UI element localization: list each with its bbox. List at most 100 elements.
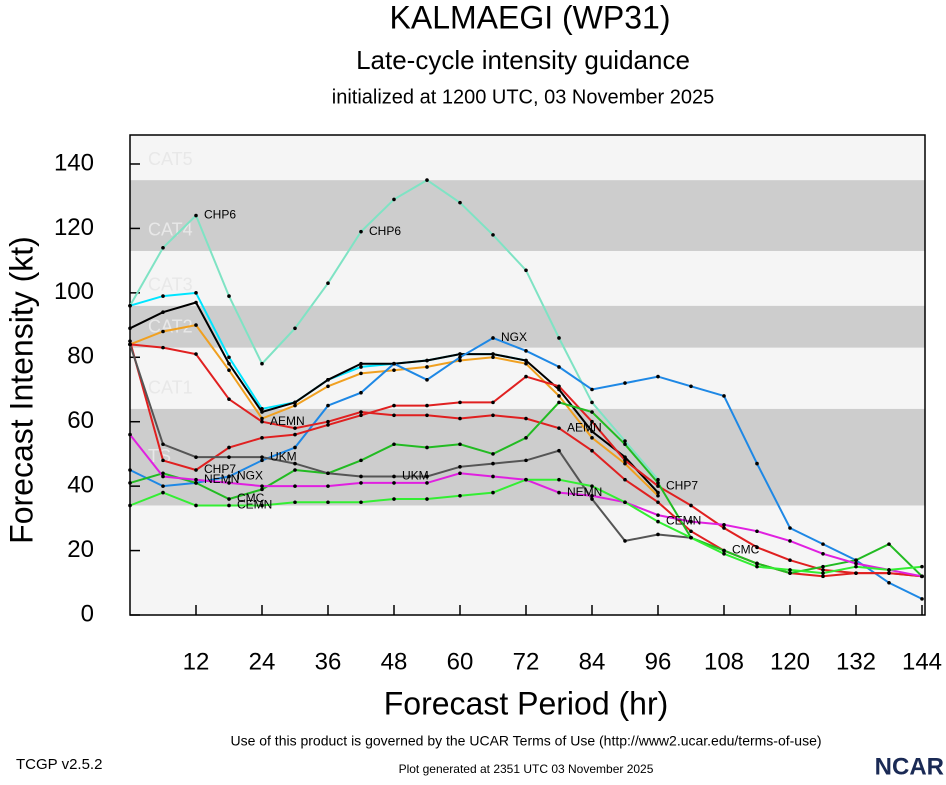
point [425,365,429,369]
point [161,458,165,463]
point [920,564,924,569]
x-tick-label: 24 [249,648,276,675]
point [425,178,429,182]
point [359,410,363,414]
point [425,445,429,450]
x-tick-label: 12 [183,648,210,675]
point [623,461,627,466]
point [656,490,660,495]
point [623,539,627,543]
point [227,455,231,459]
y-axis-title: Forecast Intensity (kt) [3,236,39,544]
point [359,229,363,234]
series-label: CMC [237,491,265,505]
point [689,519,693,524]
category-label: CAT1 [148,378,193,398]
point [557,336,561,340]
series-label: CHP7 [666,478,698,492]
point [722,522,726,527]
point [392,368,396,372]
point [326,423,330,427]
category-label: CAT2 [148,316,193,336]
point [326,378,330,382]
point [524,374,528,379]
point [161,484,165,488]
point [656,500,660,505]
point [293,326,297,331]
point [194,291,198,295]
point [293,426,297,430]
point [590,448,594,453]
point [260,503,264,508]
point [590,494,594,498]
chart-initialized: initialized at 1200 UTC, 03 November 202… [332,86,714,108]
point [656,513,660,517]
version: TCGP v2.5.2 [16,756,102,773]
point [227,294,231,298]
chart-title: KALMAEGI (WP31) [390,0,671,35]
point [359,390,363,395]
point [161,471,165,476]
point [458,471,462,476]
point [656,494,660,498]
point [260,407,264,411]
point [524,358,528,363]
point [557,400,561,405]
point [392,403,396,408]
point [227,481,231,485]
point [524,436,528,440]
point [524,361,528,366]
point [293,400,297,405]
point [788,526,792,530]
point [854,571,858,575]
category-band [130,305,925,348]
point [788,568,792,572]
x-tick-label: 144 [902,648,942,675]
point [788,571,792,575]
x-tick-label: 36 [315,648,342,675]
point [722,548,726,553]
x-tick-label: 60 [447,648,474,675]
point [491,490,495,495]
point [722,526,726,530]
point [920,574,924,579]
point [854,561,858,566]
series-label: CHP7 [204,462,236,476]
point [128,326,132,331]
series-label: CMC [732,543,760,557]
point [194,503,198,508]
category-band [130,250,925,306]
series-label: NGX [501,330,527,344]
point [227,355,231,360]
point [425,481,429,485]
point [755,545,759,550]
point [491,336,495,340]
point [788,539,792,543]
point [359,371,363,376]
point [557,384,561,389]
series-label: AEMN [270,414,305,428]
point [524,268,528,273]
point [260,416,264,421]
y-tick-label: 40 [67,471,94,498]
y-tick-label: 80 [67,343,94,370]
point [392,474,396,479]
x-tick-label: 108 [704,648,744,675]
point [227,397,231,401]
series-label: CEMN [666,514,701,528]
point [293,445,297,450]
point [821,568,825,572]
point [392,197,396,202]
point [326,403,330,408]
point [656,484,660,488]
point [590,429,594,434]
x-tick-label: 96 [645,648,672,675]
point [623,500,627,505]
series-label: NEMN [567,485,602,499]
point [458,200,462,205]
point [557,448,561,453]
point [260,361,264,366]
point [359,481,363,485]
point [458,442,462,447]
